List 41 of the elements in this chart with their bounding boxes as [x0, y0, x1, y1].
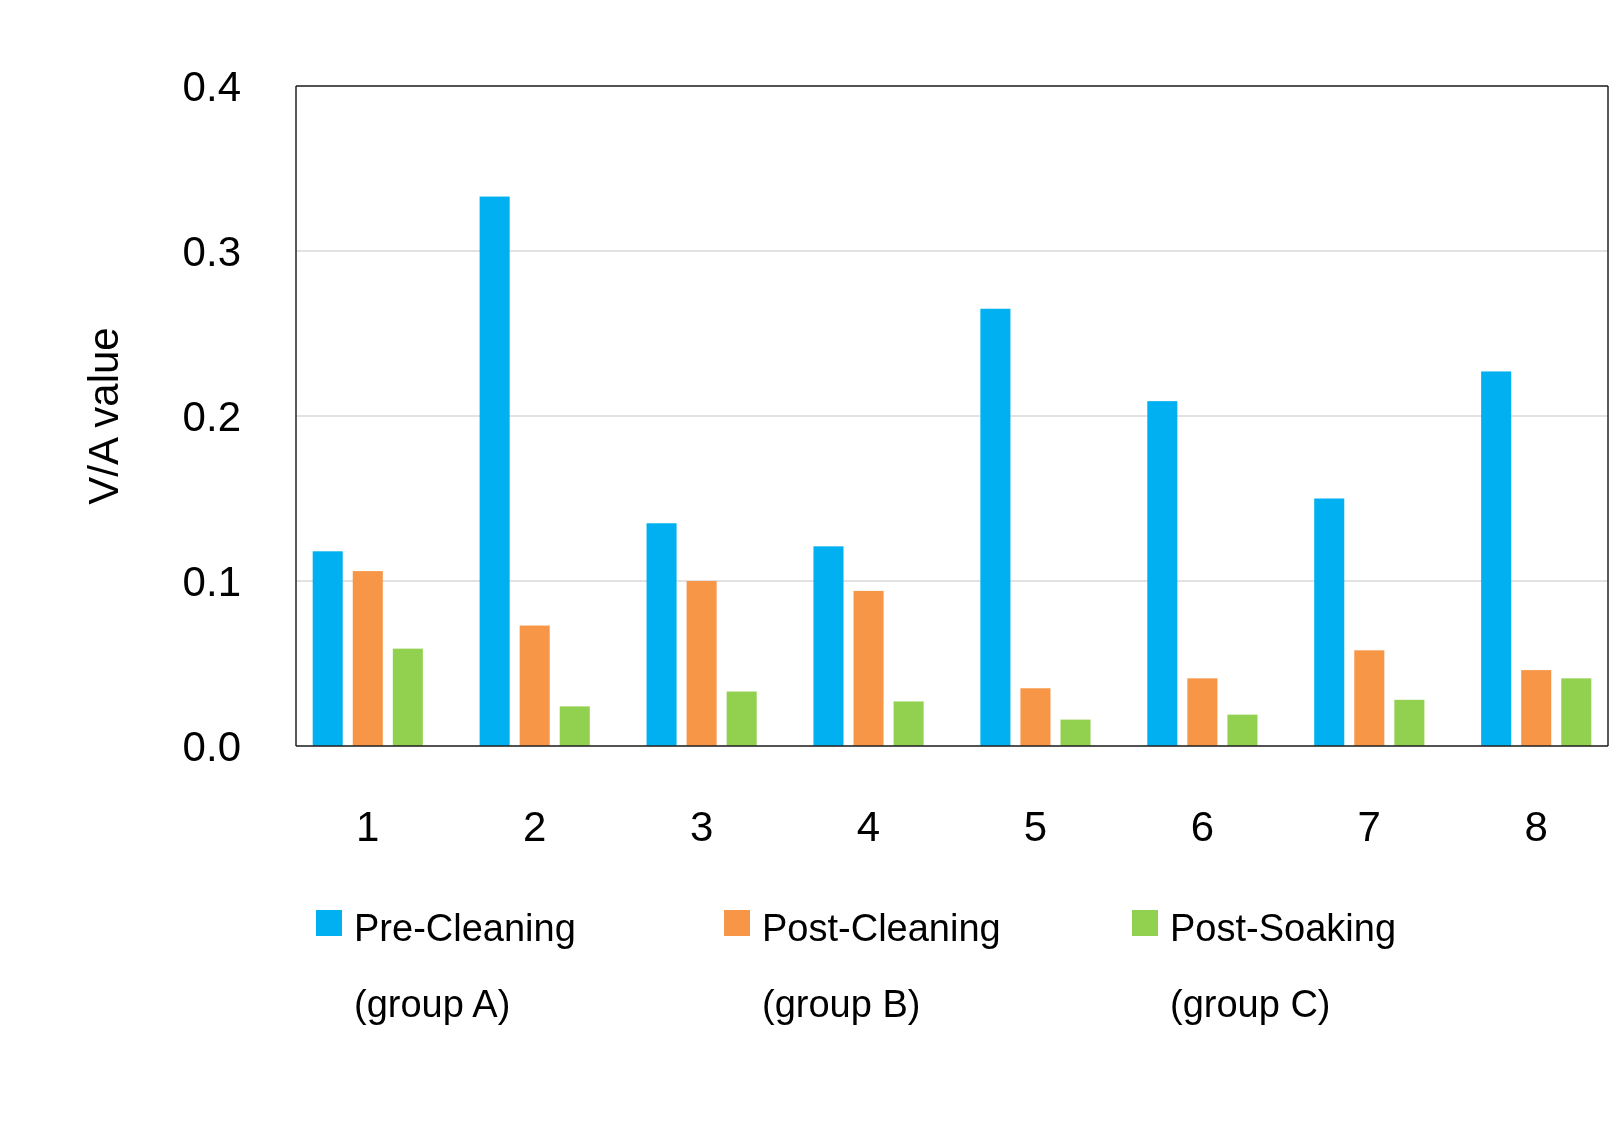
y-tick-label: 0.0	[182, 722, 241, 770]
y-tick-label: 0.2	[182, 392, 241, 440]
bar	[312, 551, 343, 746]
x-tick-label: 7	[1357, 803, 1381, 850]
bar	[1314, 498, 1345, 746]
bar	[1394, 699, 1425, 746]
bar	[1561, 678, 1592, 746]
bar	[352, 571, 383, 746]
bar	[479, 196, 510, 746]
legend-label: Pre-Cleaning (group A)	[354, 907, 576, 1026]
bar	[980, 308, 1011, 746]
bar	[519, 625, 550, 746]
bar	[686, 581, 717, 746]
bar	[1020, 688, 1051, 746]
legend-label: Post-Cleaning (group B)	[762, 907, 1001, 1026]
x-tick-label: 3	[689, 803, 714, 850]
x-tick-label: 1	[356, 803, 380, 850]
x-tick-label: 5	[1023, 803, 1048, 850]
bar	[1060, 719, 1091, 746]
x-tick-label: 2	[523, 803, 547, 850]
bar	[559, 706, 590, 746]
x-tick-label: 4	[856, 803, 881, 850]
bar	[1147, 401, 1178, 746]
x-tick-label: 8	[1524, 803, 1548, 850]
bar	[1481, 371, 1512, 746]
legend-label: Post-Soaking (group C)	[1170, 907, 1397, 1026]
bar	[893, 701, 924, 746]
y-tick-label: 0.3	[182, 227, 241, 275]
x-tick-label: 6	[1190, 803, 1215, 850]
bar	[1354, 650, 1385, 746]
bar	[1521, 670, 1552, 746]
bar	[853, 590, 884, 746]
y-tick-label: 0.4	[182, 62, 241, 110]
bar	[1187, 678, 1218, 746]
bar	[813, 546, 844, 746]
y-tick-label: 0.1	[182, 557, 241, 605]
bar	[646, 523, 677, 746]
bar	[392, 648, 423, 746]
bar	[726, 691, 757, 746]
y-axis-title: V/A value	[80, 327, 127, 505]
bar	[1227, 714, 1258, 746]
